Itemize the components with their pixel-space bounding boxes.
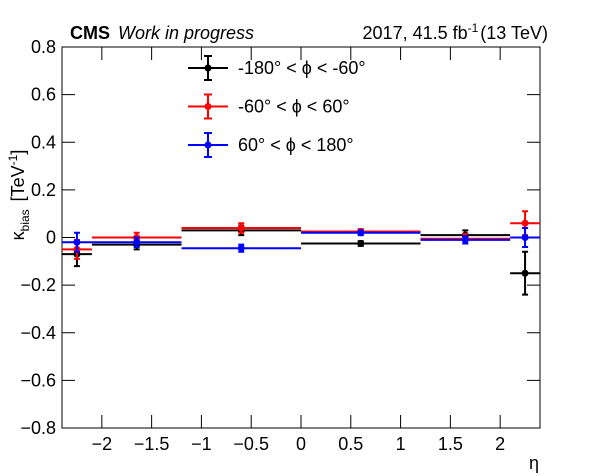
x-tick-label: 0 [296,434,306,454]
y-tick-label: −0.8 [20,418,56,438]
point [357,229,365,237]
x-tick-label: 1.5 [438,434,463,454]
point [357,239,365,247]
point [133,238,141,246]
point [237,244,245,252]
x-tick-label: 0.5 [338,434,363,454]
y-tick-label: 0.6 [31,85,56,105]
status: Work in progress [118,23,254,43]
y-tick-label: 0.8 [31,37,56,57]
y-tick-label: −0.6 [20,370,56,390]
x-tick-label: −0.5 [233,434,269,454]
lumi: 2017, 41.5 fb-1 (13 TeV) [363,21,548,43]
experiment: CMS [70,23,110,43]
point [521,269,529,277]
legend-label: 60° < ϕ < 180° [238,135,354,155]
y-tick-label: 0 [46,228,56,248]
x-tick-label: 2 [495,434,505,454]
y-tick-label: 0.2 [31,180,56,200]
point [461,236,469,244]
legend-label: -60° < ϕ < 60° [238,97,350,117]
y-tick-label: −0.4 [20,323,56,343]
point [521,234,529,241]
legend-marker [204,103,212,110]
y-tick-label: 0.4 [31,132,56,152]
legend-marker [204,64,212,72]
x-tick-label: −1 [191,434,212,454]
x-tick-label: 1 [396,434,406,454]
y-tick-label: −0.2 [20,275,56,295]
x-tick-label: −2 [92,434,113,454]
legend-marker [204,141,212,149]
point [237,224,245,232]
point [73,238,81,246]
legend-label: -180° < ϕ < -60° [238,58,366,78]
point [521,219,529,227]
y-axis-label: κbias[TeV-1] [6,150,32,241]
x-axis-label: η [529,453,539,473]
x-tick-label: −1.5 [134,434,170,454]
